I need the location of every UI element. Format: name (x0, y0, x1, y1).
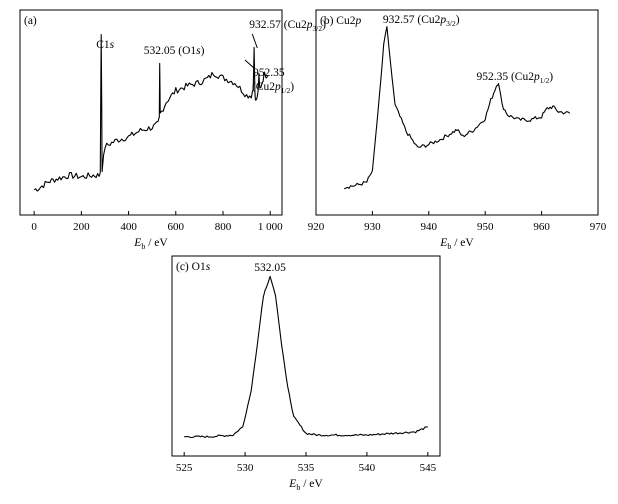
annotation-cu2p32: 932.57 (Cu2p3/2) (383, 14, 460, 28)
x-tick-label: 525 (176, 462, 193, 474)
x-axis-label: Eb / eV (133, 237, 168, 251)
x-tick-label: 950 (477, 221, 494, 233)
annotation-o1s: 532.05 (O1s) (144, 45, 205, 57)
plot-frame (315, 9, 599, 216)
x-tick-label: 0 (31, 221, 37, 233)
spectrum-line (33, 34, 269, 192)
x-tick-label: 920 (308, 221, 325, 233)
x-tick-label: 530 (237, 462, 254, 474)
x-tick-label: 200 (73, 221, 90, 233)
annotation-o1s-peak: 532.05 (254, 262, 286, 274)
spectrum-line (184, 275, 428, 439)
annotation-cu2p32: 932.57 (Cu2p3/2) (249, 19, 326, 33)
x-tick-label: 535 (298, 462, 315, 474)
annotation-cu2p12: (Cu2p1/2) (252, 81, 294, 95)
panel-label: (c) O1s (176, 261, 211, 273)
panel-b: 920 930 940 950 960 970 Eb / eV (b) Cu2p 932.57 … (308, 9, 607, 251)
panel-c: 525 530 535 540 545 Eb / eV (c) O1s 532.05 (171, 255, 441, 492)
x-tick-label: 600 (168, 221, 185, 233)
x-tick-label: 800 (215, 221, 232, 233)
x-tick-label: 545 (420, 462, 437, 474)
x-tick-label: 400 (120, 221, 137, 233)
plot-frame (171, 255, 441, 457)
x-axis-label: Eb / eV (439, 237, 474, 251)
x-tick-label: 970 (590, 221, 607, 233)
plot-frame (19, 9, 283, 216)
x-tick-label: 540 (359, 462, 376, 474)
x-tick-label: 930 (364, 221, 381, 233)
x-tick-label: 940 (421, 221, 438, 233)
panel-label: (a) (24, 15, 37, 27)
panel-label: (b) Cu2p (320, 15, 361, 27)
x-tick-label: 1 000 (258, 221, 283, 233)
x-axis-label: Eb / eV (288, 478, 323, 492)
annotation-cu2p12-value: 952.35 (253, 67, 285, 79)
annotation-cu2p12: 952.35 (Cu2p1/2) (476, 71, 553, 85)
panel-a: 0 200 400 600 800 1 000 Eb / eV (a) C1s 532.05 (O… (19, 9, 326, 251)
annotation-c1s: C1s (96, 39, 114, 51)
x-tick-label: 960 (533, 221, 550, 233)
annotation-leader (244, 59, 255, 69)
annotation-leader (251, 33, 258, 49)
spectrum-line (343, 26, 571, 190)
